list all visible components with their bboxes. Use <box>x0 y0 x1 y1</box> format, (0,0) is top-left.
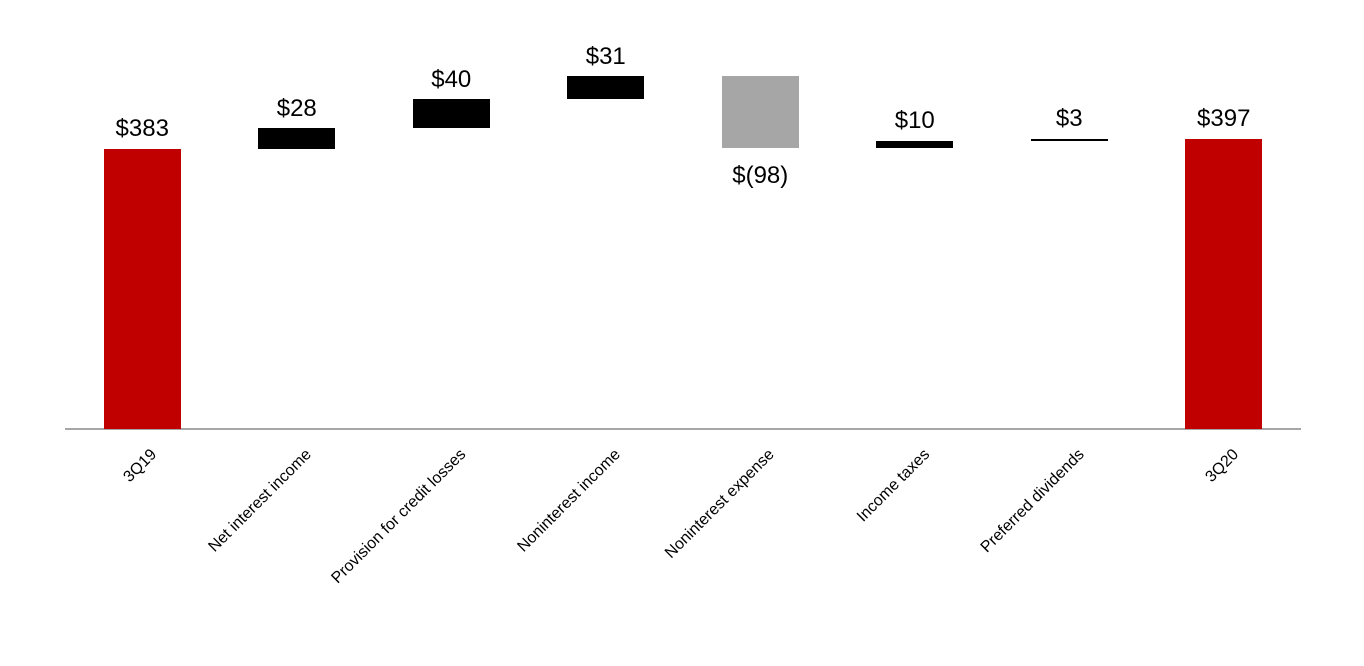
x-label-noninterest-income: Noninterest income <box>514 446 624 556</box>
x-label-3q19: 3Q19 <box>120 446 161 486</box>
x-label-noninterest-expense: Noninterest expense <box>662 446 779 562</box>
bar-noninterest-income <box>567 76 645 100</box>
x-label-net-interest-income: Net interest income <box>205 446 315 556</box>
value-label-preferred-dividends: $3 <box>1055 105 1083 133</box>
bar-noninterest-expense <box>721 76 799 149</box>
x-label-provision-for-credit-losses: Provision for credit losses <box>328 446 470 587</box>
value-label-3q20: $397 <box>1197 105 1251 133</box>
value-label-noninterest-income: $31 <box>585 42 626 70</box>
value-label-income-taxes: $10 <box>894 107 935 135</box>
bar-income-taxes <box>876 140 954 149</box>
value-label-net-interest-income: $28 <box>276 94 317 122</box>
value-label-3q19: $383 <box>115 115 169 143</box>
bar-net-interest-income <box>258 128 336 149</box>
bar-3q20 <box>1185 138 1263 429</box>
value-label-provision-for-credit-losses: $40 <box>431 65 472 93</box>
bar-provision-for-credit-losses <box>412 99 490 129</box>
x-label-3q20: 3Q20 <box>1202 446 1242 486</box>
bar-3q19 <box>103 148 181 429</box>
value-label-noninterest-expense: $(98) <box>732 162 789 190</box>
x-axis-line <box>65 428 1301 430</box>
x-label-preferred-dividends: Preferred dividends <box>977 446 1088 557</box>
bar-preferred-dividends <box>1030 138 1108 141</box>
x-label-income-taxes: Income taxes <box>853 446 933 526</box>
